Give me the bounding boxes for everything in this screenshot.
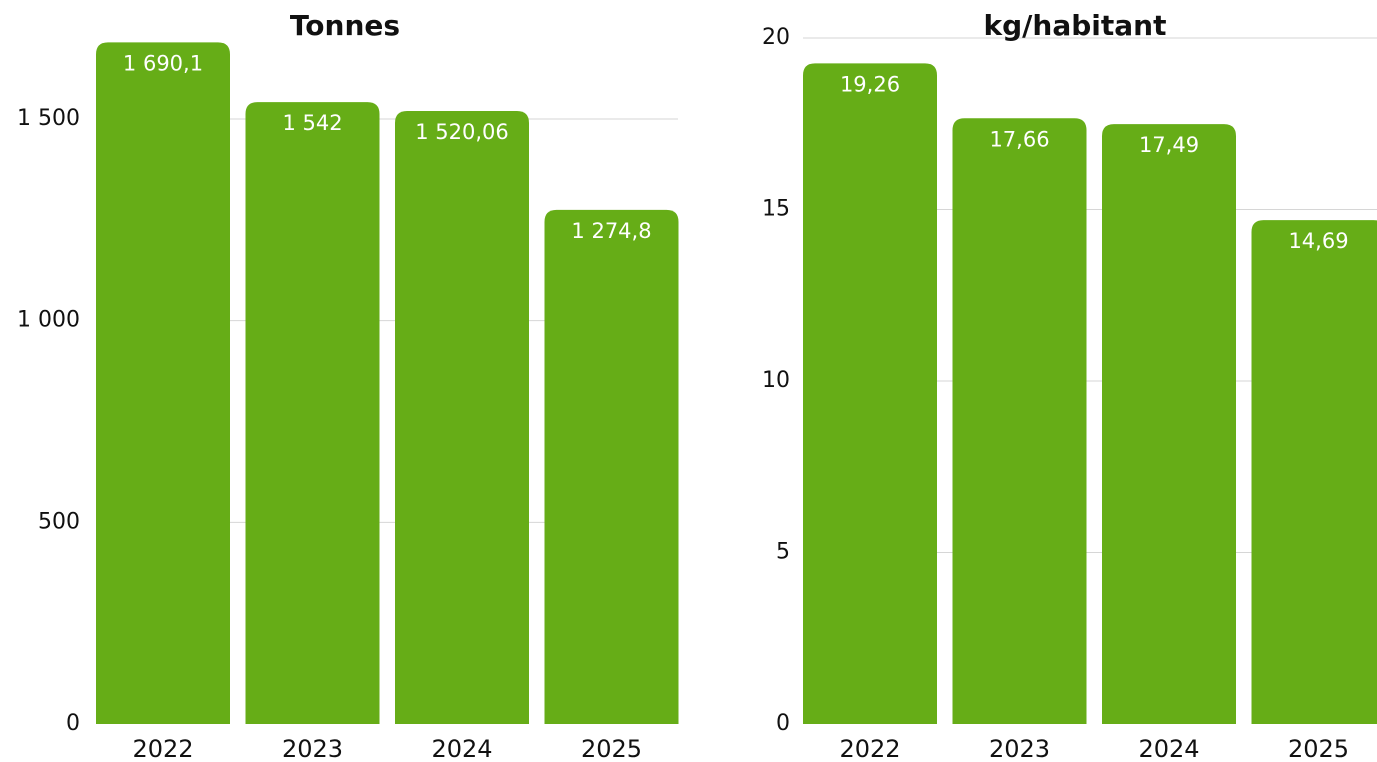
x-tick-label: 2025 <box>1288 735 1349 762</box>
x-tick-label: 2023 <box>989 735 1050 762</box>
y-tick-label: 1 000 <box>17 308 80 333</box>
y-tick-label: 0 <box>66 711 80 736</box>
bar <box>544 209 679 724</box>
bar <box>1102 124 1236 724</box>
bar <box>245 102 380 725</box>
y-tick-label: 15 <box>762 197 790 222</box>
value-label: 17,49 <box>1139 133 1199 157</box>
bar <box>952 118 1087 724</box>
chart-title: Tonnes <box>290 9 400 42</box>
x-tick-label: 2022 <box>132 735 193 762</box>
value-label: 1 274,8 <box>571 219 651 243</box>
x-tick-label: 2022 <box>839 735 900 762</box>
value-label: 1 542 <box>282 111 342 135</box>
value-label: 1 690,1 <box>123 51 203 75</box>
value-label: 19,26 <box>840 72 900 96</box>
bar <box>1251 220 1377 724</box>
y-tick-label: 0 <box>776 711 790 736</box>
y-tick-label: 5 <box>776 540 790 565</box>
bar <box>803 63 937 724</box>
x-tick-label: 2024 <box>431 735 492 762</box>
x-tick-label: 2025 <box>581 735 642 762</box>
x-tick-label: 2023 <box>282 735 343 762</box>
y-tick-label: 500 <box>38 509 80 534</box>
y-tick-label: 20 <box>762 25 790 50</box>
bar <box>395 110 529 724</box>
y-tick-label: 1 500 <box>17 106 80 131</box>
bar <box>96 42 230 725</box>
value-label: 17,66 <box>989 127 1049 151</box>
y-tick-label: 10 <box>762 368 790 393</box>
value-label: 1 520,06 <box>415 120 509 144</box>
value-label: 14,69 <box>1288 229 1348 253</box>
x-tick-label: 2024 <box>1138 735 1199 762</box>
chart-title: kg/habitant <box>984 9 1167 42</box>
